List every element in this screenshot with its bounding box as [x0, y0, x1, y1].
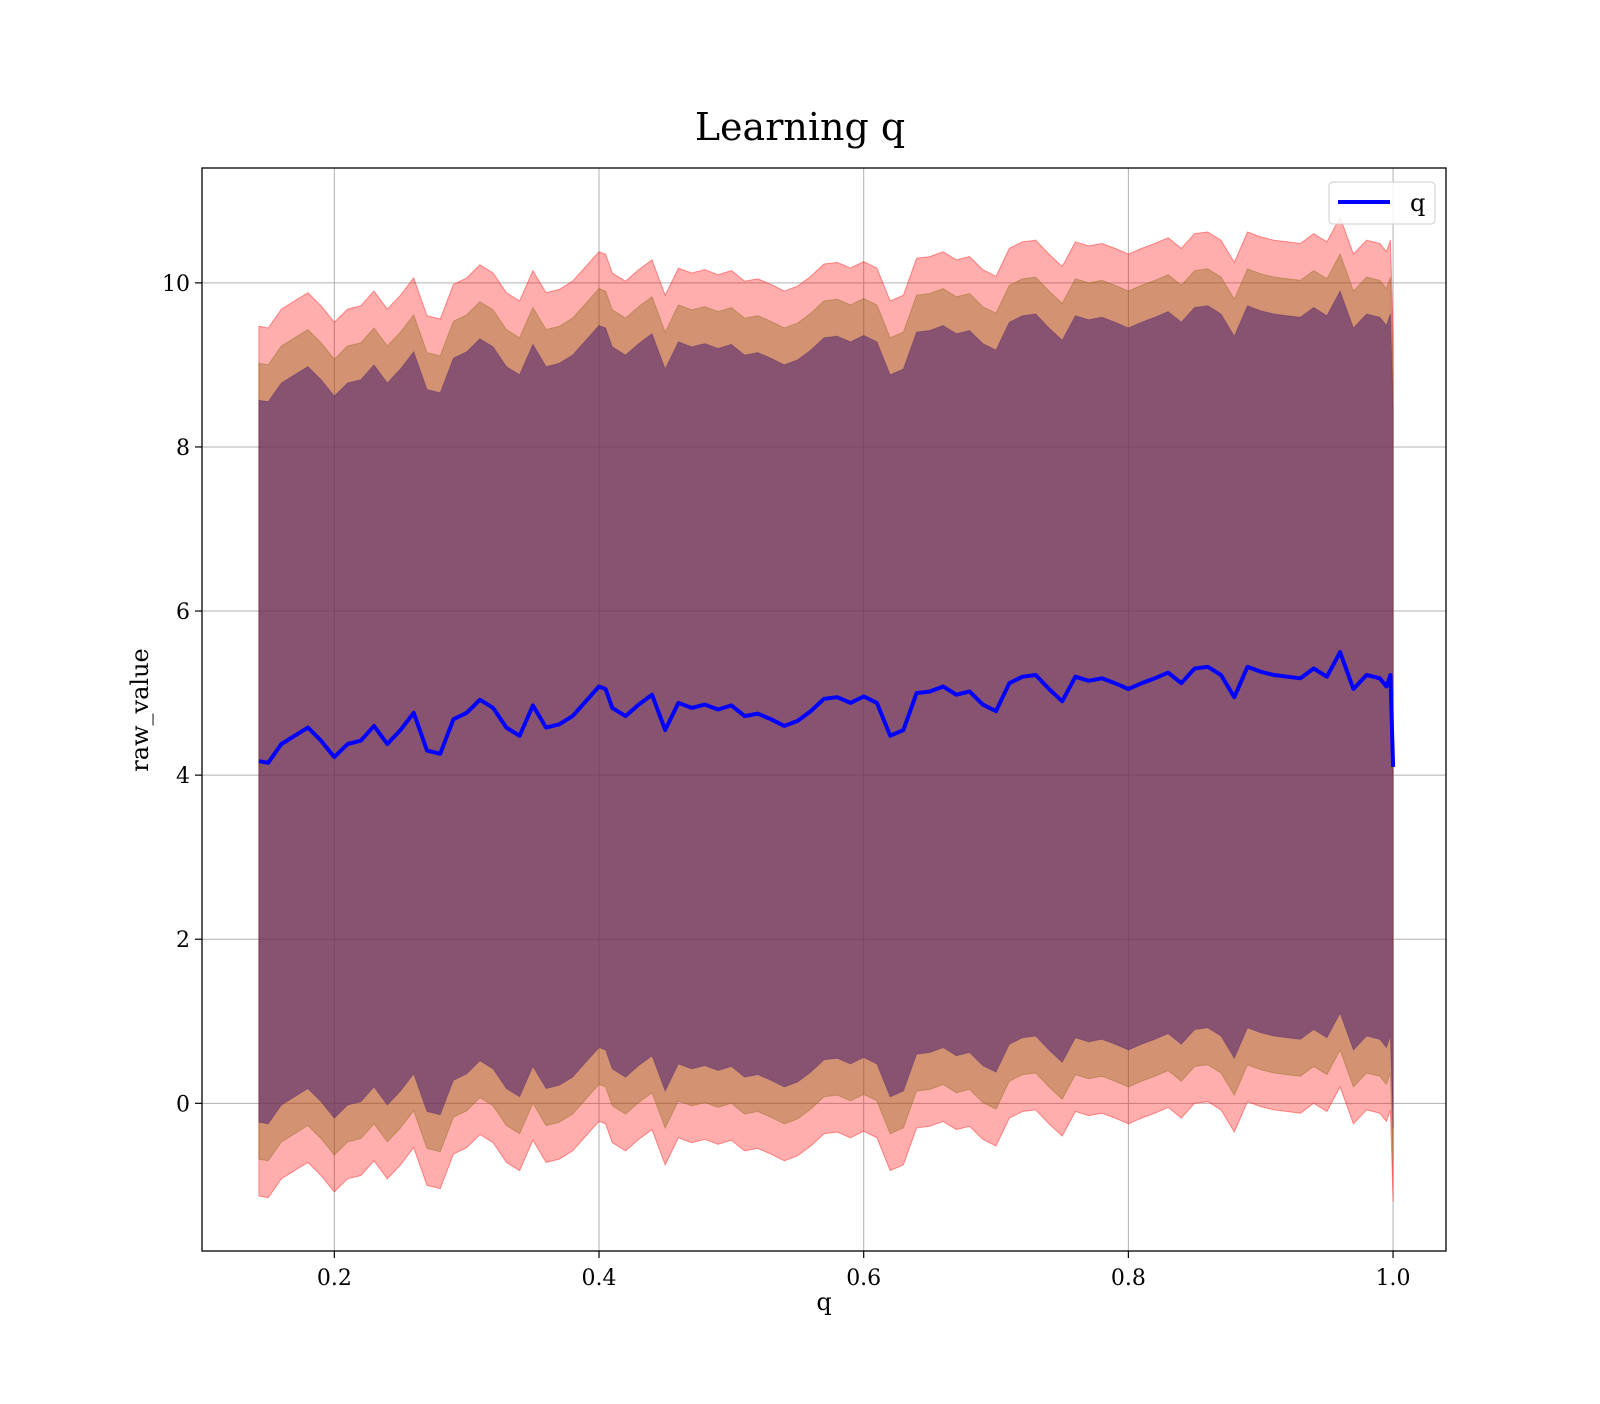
y-tick-label: 8: [176, 436, 190, 461]
y-tick-label: 4: [176, 764, 190, 789]
band-inner: [258, 289, 1394, 1128]
y-tick-label: 2: [176, 928, 190, 953]
plot-frame: [201, 167, 1447, 1252]
x-tick-label: 0.8: [1111, 1266, 1146, 1291]
x-axis-ticks: 0.2 0.4 0.6 0.8 1.0: [317, 1251, 1411, 1291]
x-axis-label: q: [816, 1288, 831, 1316]
series-lines: [258, 650, 1396, 767]
confidence-bands: [258, 215, 1394, 1202]
x-tick-label: 1.0: [1376, 1266, 1411, 1291]
y-tick-label: 0: [176, 1092, 190, 1117]
legend-label-q: q: [1410, 189, 1425, 217]
y-tick-label: 6: [176, 600, 190, 625]
y-tick-label: 10: [162, 272, 190, 297]
x-tick-label: 0.2: [317, 1266, 352, 1291]
series-line-q: [258, 650, 1396, 767]
x-tick-label: 0.4: [582, 1266, 617, 1291]
plot-area: [201, 167, 1447, 1252]
y-axis-label: raw_value: [126, 648, 154, 772]
chart-title: Learning q: [695, 105, 905, 149]
legend: q: [1328, 181, 1436, 225]
x-tick-label: 0.6: [846, 1266, 881, 1291]
y-axis-ticks: 0 2 4 6 8 10: [162, 272, 202, 1117]
